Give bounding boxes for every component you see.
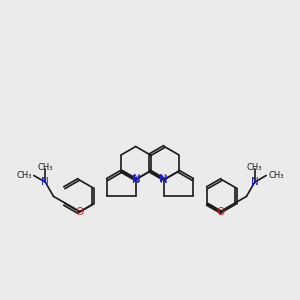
Text: CH₃: CH₃ (38, 164, 53, 172)
Text: N: N (251, 177, 259, 187)
Text: CH₃: CH₃ (16, 170, 32, 179)
Text: N: N (159, 175, 167, 184)
Text: N: N (160, 175, 168, 185)
Text: N: N (132, 175, 140, 185)
Text: N: N (41, 177, 49, 187)
Text: O: O (76, 207, 84, 217)
Text: O: O (216, 207, 224, 217)
Text: N: N (133, 175, 141, 184)
Text: CH₃: CH₃ (268, 170, 283, 179)
Text: CH₃: CH₃ (247, 164, 262, 172)
